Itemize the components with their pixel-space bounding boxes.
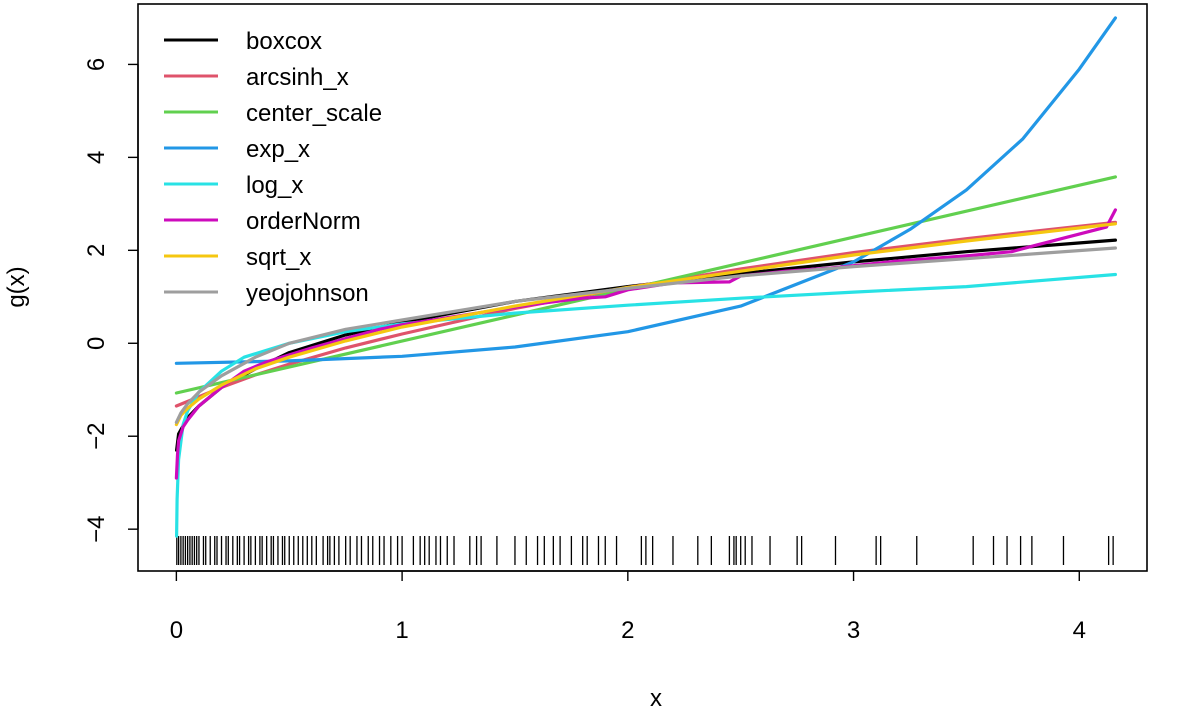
legend-label: center_scale xyxy=(246,100,382,127)
legend-label: sqrt_x xyxy=(246,244,311,271)
series-line-exp_x xyxy=(174,16,1118,365)
series-lines xyxy=(174,16,1118,538)
y-tick-label: 6 xyxy=(83,58,110,71)
x-tick-label: 0 xyxy=(170,617,183,644)
legend-label: orderNorm xyxy=(246,208,361,235)
legend-label: boxcox xyxy=(246,28,322,55)
legend-label: log_x xyxy=(246,172,303,199)
x-tick-label: 1 xyxy=(395,617,408,644)
series-line-yeojohnson xyxy=(174,246,1118,424)
y-tick-label: −2 xyxy=(83,423,110,450)
y-tick-label: −4 xyxy=(83,515,110,542)
y-axis-label: g(x) xyxy=(3,266,30,307)
y-tick-label: 4 xyxy=(83,151,110,164)
series-line-log_x xyxy=(175,272,1118,538)
y-tick-label: 0 xyxy=(83,337,110,350)
legend-label: yeojohnson xyxy=(246,280,369,307)
x-tick-label: 2 xyxy=(621,617,634,644)
y-tick-label: 2 xyxy=(83,244,110,257)
series-line-sqrt_x xyxy=(174,222,1118,427)
x-axis: 0 1 2 3 4 xyxy=(170,570,1086,644)
rug-marks xyxy=(176,536,1114,565)
legend-label: exp_x xyxy=(246,136,310,163)
x-axis-label: x xyxy=(650,685,662,710)
legend: boxcox arcsinh_x center_scale exp_x log_xord… xyxy=(164,28,382,307)
legend-label: arcsinh_x xyxy=(246,64,349,91)
x-tick-label: 4 xyxy=(1073,617,1086,644)
y-axis: −4 −2 0 2 4 6 xyxy=(83,58,139,543)
x-tick-label: 3 xyxy=(847,617,860,644)
